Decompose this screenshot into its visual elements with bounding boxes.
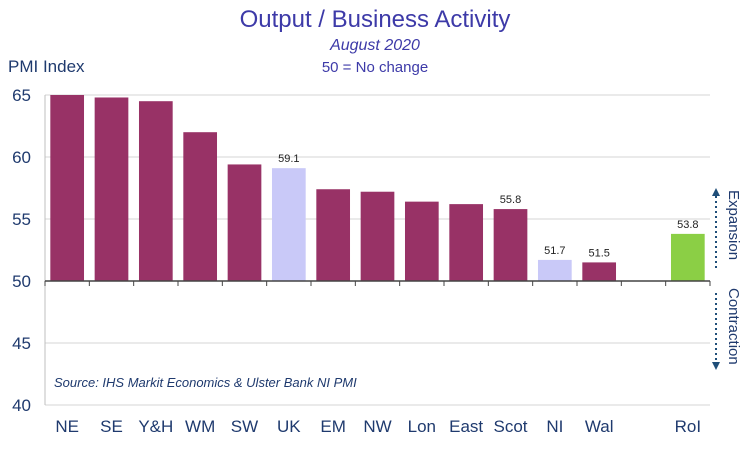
bar xyxy=(360,191,395,281)
y-tick-label: 55 xyxy=(12,210,31,229)
x-tick-label: NE xyxy=(55,417,79,436)
bar xyxy=(493,209,528,281)
x-tick-label: East xyxy=(449,417,483,436)
x-tick-label: SE xyxy=(100,417,123,436)
chart-note: 50 = No change xyxy=(321,59,429,76)
data-label: 53.8 xyxy=(677,219,698,231)
bar xyxy=(582,262,617,281)
chart-subtitle: August 2020 xyxy=(330,37,420,54)
x-tick-label: WM xyxy=(185,417,215,436)
expansion-label: Expansion xyxy=(725,190,742,261)
bar xyxy=(316,189,351,281)
bar xyxy=(138,101,173,281)
x-tick-label: NW xyxy=(363,417,391,436)
x-tick-label: SW xyxy=(231,417,258,436)
data-label: 59.1 xyxy=(278,153,299,165)
y-axis-label: PMI Index xyxy=(8,57,85,76)
x-tick-label: EM xyxy=(320,417,346,436)
bar xyxy=(404,201,439,281)
source-note: Source: IHS Markit Economics & Ulster Ba… xyxy=(54,375,357,390)
x-tick-label: UK xyxy=(277,417,301,436)
bar xyxy=(94,97,129,281)
y-tick-label: 50 xyxy=(12,272,31,291)
bar xyxy=(183,132,218,281)
chart-title: Output / Business Activity xyxy=(239,6,511,33)
bar xyxy=(670,233,705,281)
x-tick-label: Wal xyxy=(585,417,614,436)
x-tick-label: NI xyxy=(546,417,563,436)
expansion-arrowhead xyxy=(712,188,720,196)
x-tick-label: Y&H xyxy=(138,417,173,436)
y-tick-label: 45 xyxy=(12,334,31,353)
data-label: 55.8 xyxy=(500,194,521,206)
bar xyxy=(537,259,572,281)
contraction-arrowhead xyxy=(712,362,720,370)
x-tick-label: Lon xyxy=(408,417,436,436)
bar xyxy=(227,164,262,281)
bar xyxy=(449,204,484,281)
contraction-label: Contraction xyxy=(725,288,742,365)
y-tick-label: 60 xyxy=(12,148,31,167)
y-tick-label: 65 xyxy=(12,86,31,105)
x-tick-label: RoI xyxy=(675,417,701,436)
data-label: 51.7 xyxy=(544,245,565,257)
data-label: 51.5 xyxy=(588,247,609,259)
x-tick-label: Scot xyxy=(493,417,527,436)
bar xyxy=(271,168,306,281)
y-tick-label: 40 xyxy=(12,396,31,415)
bar xyxy=(50,95,85,281)
